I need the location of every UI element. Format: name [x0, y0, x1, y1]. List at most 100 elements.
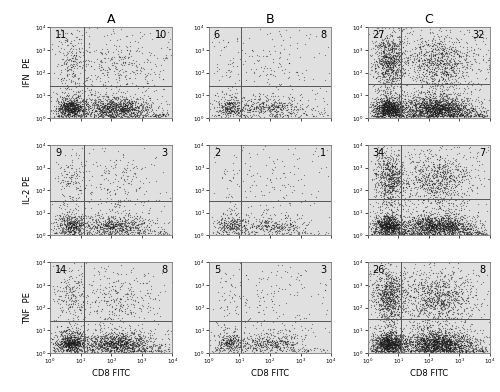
- Point: [376, 287, 384, 293]
- Point: [442, 223, 450, 229]
- Point: [380, 341, 388, 348]
- Point: [383, 331, 391, 337]
- Point: [76, 222, 84, 228]
- Point: [404, 227, 412, 233]
- Point: [426, 260, 434, 266]
- Point: [226, 333, 234, 339]
- Point: [472, 227, 480, 233]
- Point: [136, 347, 144, 354]
- Point: [85, 335, 93, 341]
- Point: [405, 227, 413, 234]
- Point: [98, 102, 106, 108]
- Point: [420, 227, 428, 233]
- Point: [403, 109, 411, 115]
- Point: [279, 347, 287, 353]
- Point: [388, 109, 396, 116]
- Point: [373, 334, 381, 340]
- Point: [388, 209, 396, 216]
- Point: [384, 104, 392, 110]
- Point: [402, 292, 410, 298]
- Point: [85, 222, 93, 229]
- Point: [460, 226, 468, 232]
- Point: [379, 338, 387, 344]
- Point: [69, 347, 77, 353]
- Point: [430, 105, 438, 112]
- Point: [476, 113, 484, 119]
- Point: [70, 347, 78, 353]
- Point: [126, 309, 134, 315]
- Point: [452, 225, 460, 231]
- Point: [436, 91, 444, 97]
- Point: [130, 227, 138, 234]
- Point: [60, 225, 68, 231]
- Point: [402, 184, 409, 190]
- Point: [78, 216, 86, 222]
- Point: [410, 313, 418, 319]
- Point: [104, 220, 112, 226]
- Point: [379, 105, 387, 112]
- Point: [286, 224, 294, 230]
- Point: [414, 50, 422, 56]
- Point: [232, 336, 239, 342]
- Point: [462, 69, 470, 75]
- Point: [64, 111, 72, 118]
- Point: [462, 348, 470, 354]
- Point: [236, 293, 244, 299]
- Point: [98, 341, 106, 348]
- Point: [384, 91, 392, 98]
- Point: [380, 292, 388, 299]
- Point: [380, 97, 388, 103]
- Point: [88, 91, 96, 98]
- Point: [216, 337, 224, 343]
- Point: [376, 340, 384, 346]
- Point: [374, 111, 382, 117]
- Point: [396, 231, 404, 237]
- Point: [398, 81, 406, 87]
- Point: [392, 335, 400, 341]
- Point: [389, 226, 397, 232]
- Point: [382, 101, 390, 107]
- Point: [453, 334, 461, 340]
- Point: [71, 108, 79, 114]
- Point: [438, 226, 446, 232]
- Point: [286, 229, 294, 236]
- Point: [234, 221, 241, 227]
- Point: [433, 183, 441, 189]
- Point: [374, 69, 382, 75]
- Point: [262, 217, 270, 223]
- Point: [454, 218, 462, 225]
- Point: [376, 42, 384, 48]
- Point: [82, 98, 90, 104]
- Point: [108, 105, 116, 112]
- Point: [268, 170, 276, 176]
- Point: [424, 224, 432, 230]
- Point: [128, 102, 136, 108]
- Point: [460, 211, 468, 218]
- Point: [116, 336, 124, 343]
- Point: [69, 105, 77, 112]
- Point: [300, 348, 308, 354]
- Point: [382, 321, 390, 327]
- Point: [92, 345, 100, 351]
- Point: [416, 223, 424, 229]
- Point: [98, 46, 106, 53]
- Point: [385, 182, 393, 188]
- Point: [386, 225, 394, 231]
- Point: [50, 317, 58, 323]
- Point: [416, 231, 424, 237]
- Point: [423, 224, 431, 230]
- Point: [110, 101, 118, 107]
- Point: [394, 218, 402, 224]
- Point: [375, 219, 383, 225]
- Point: [394, 332, 402, 338]
- Point: [229, 160, 237, 166]
- Point: [116, 286, 124, 292]
- Point: [377, 95, 385, 101]
- Point: [396, 347, 404, 353]
- Point: [72, 112, 80, 118]
- Point: [379, 335, 387, 341]
- Point: [63, 339, 71, 346]
- Point: [411, 227, 419, 233]
- Point: [397, 296, 405, 303]
- Point: [372, 58, 380, 64]
